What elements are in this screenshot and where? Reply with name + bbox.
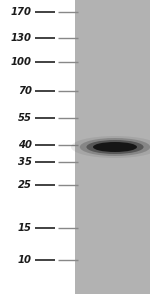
Text: 25: 25: [18, 180, 32, 190]
Bar: [75, 0, 150, 294]
Ellipse shape: [86, 140, 144, 154]
Ellipse shape: [93, 142, 137, 152]
Text: 130: 130: [11, 33, 32, 43]
Text: 100: 100: [11, 57, 32, 67]
Text: 15: 15: [18, 223, 32, 233]
Text: 10: 10: [18, 255, 32, 265]
Text: 70: 70: [18, 86, 32, 96]
Text: 170: 170: [11, 7, 32, 17]
Ellipse shape: [80, 138, 150, 156]
Text: 35: 35: [18, 157, 32, 167]
Bar: [0, 0, 75, 294]
Ellipse shape: [71, 136, 150, 158]
Text: 40: 40: [18, 140, 32, 150]
Text: 55: 55: [18, 113, 32, 123]
